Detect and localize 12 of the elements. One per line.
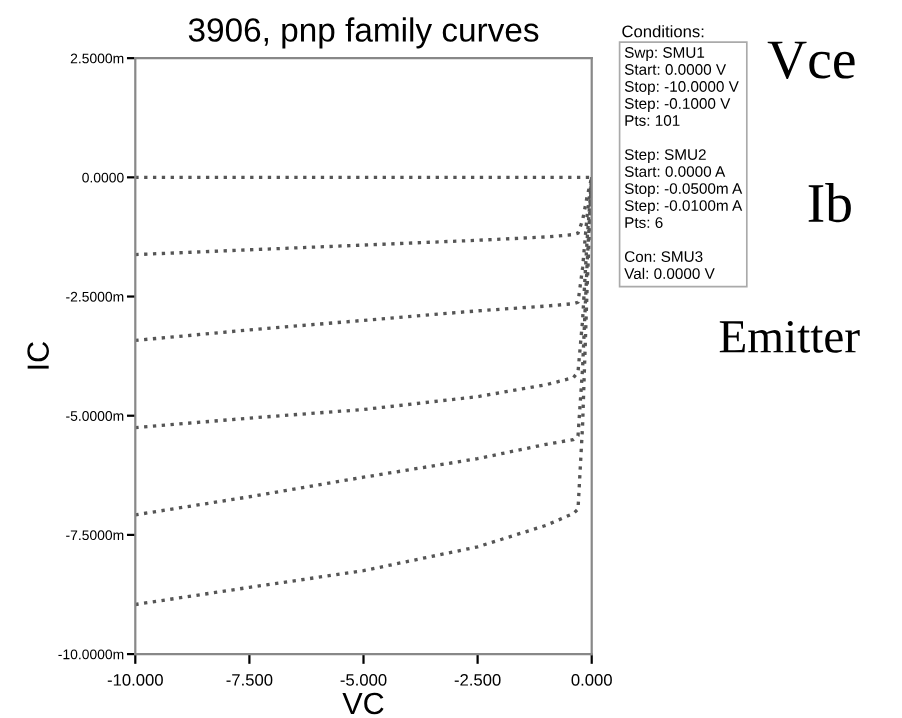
x-tick-label: -2.500 xyxy=(454,673,501,686)
chart-title: 3906, pnp family curves xyxy=(188,17,539,49)
y-axis-title: IC xyxy=(27,342,49,369)
text: Emitter xyxy=(719,321,860,353)
x-tick-label: -7.500 xyxy=(226,673,273,686)
text: Vce xyxy=(767,41,855,79)
x-axis-title: VC xyxy=(342,692,384,715)
text: Conditions: xyxy=(622,25,704,38)
text: Ib xyxy=(808,183,851,223)
x-tick-label: 0.000 xyxy=(571,673,612,686)
x-tick-label: -5.000 xyxy=(340,673,387,686)
x-tick-label: -10.000 xyxy=(107,673,163,686)
